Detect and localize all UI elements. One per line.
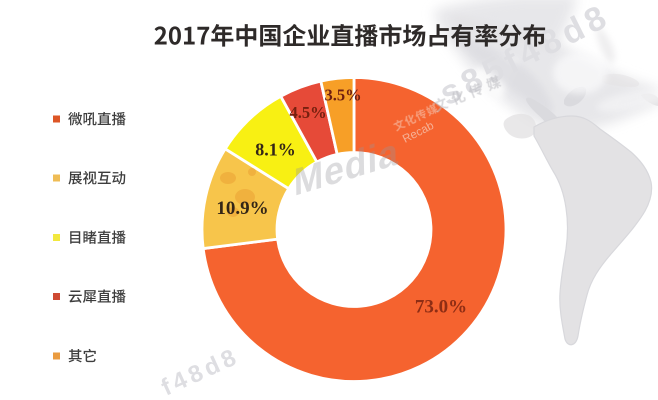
svg-text:f48d8: f48d8 <box>157 343 243 400</box>
svg-text:8.1%: 8.1% <box>255 140 296 160</box>
svg-text:73.0%: 73.0% <box>415 297 467 318</box>
svg-text:4.5%: 4.5% <box>289 103 326 122</box>
svg-text:10.9%: 10.9% <box>216 198 268 219</box>
svg-text:3.5%: 3.5% <box>324 86 361 105</box>
